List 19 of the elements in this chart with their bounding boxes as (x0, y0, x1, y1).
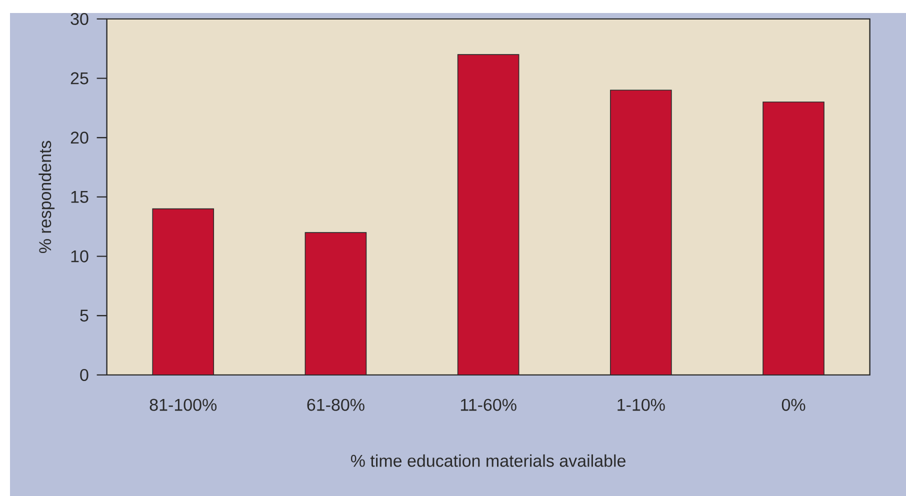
x-tick-label: 0% (782, 398, 806, 411)
y-axis-title: % respondents (38, 140, 55, 254)
y-tick-label: 15 (71, 191, 88, 203)
y-tick-label: 25 (70, 72, 88, 84)
bar (762, 102, 824, 375)
x-tick-label: 11-60% (460, 398, 516, 411)
bar (152, 208, 214, 375)
y-tick-label: 30 (70, 12, 88, 25)
y-tick-label: 20 (70, 132, 88, 144)
bar (304, 232, 367, 375)
y-tick-label: 10 (71, 250, 88, 262)
bar (610, 90, 672, 375)
bar (457, 54, 520, 375)
x-tick-label: 81-100% (150, 398, 217, 411)
x-tick-label: 1-10% (618, 398, 665, 411)
x-axis-title: % time education materials available (350, 454, 626, 467)
y-tick-label: 5 (80, 310, 88, 322)
y-tick-label: 0 (80, 368, 88, 381)
x-tick-label: 61-80% (307, 398, 364, 411)
